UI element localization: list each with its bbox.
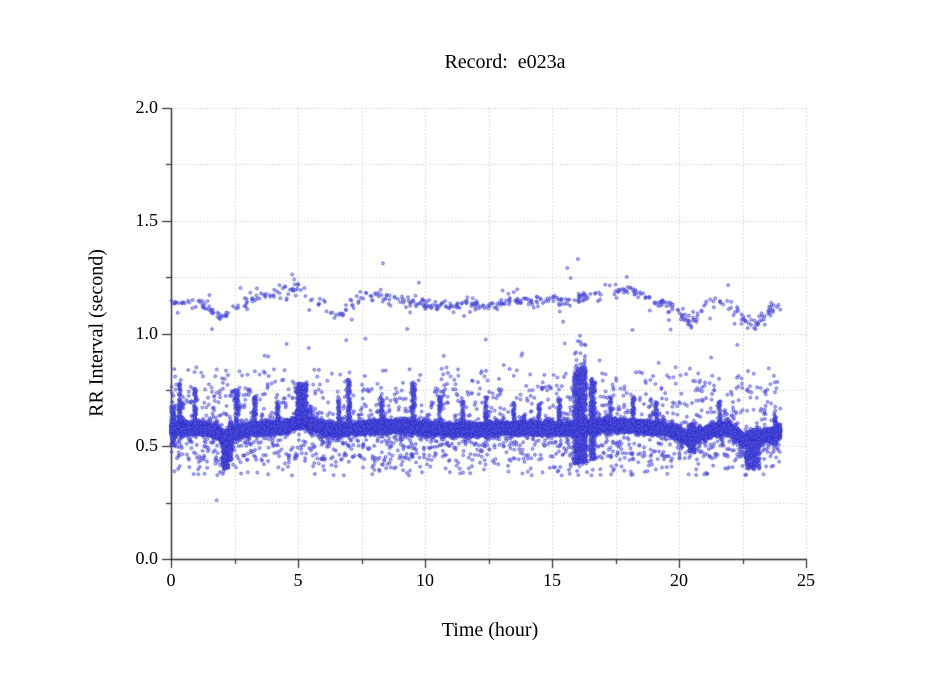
y-tick-label: 1.0 (135, 322, 159, 343)
x-tick-label: 15 (543, 570, 561, 590)
y-tick-label: 0.5 (135, 435, 159, 456)
x-tick-label: 5 (293, 570, 303, 590)
x-tick-label: 20 (670, 570, 688, 590)
y-tick-label: 2.0 (135, 97, 159, 117)
x-tick-label: 10 (416, 570, 434, 590)
x-tick-label: 0 (166, 570, 176, 590)
x-axis-label: Time (hour) (441, 619, 539, 641)
chart-title: Record: e023a (444, 51, 566, 73)
x-tick-label: 25 (797, 570, 815, 590)
y-tick-label: 0.0 (135, 548, 159, 568)
y-axis-label: RR Interval (second) (85, 249, 108, 417)
y-tick-label: 1.5 (135, 209, 159, 230)
